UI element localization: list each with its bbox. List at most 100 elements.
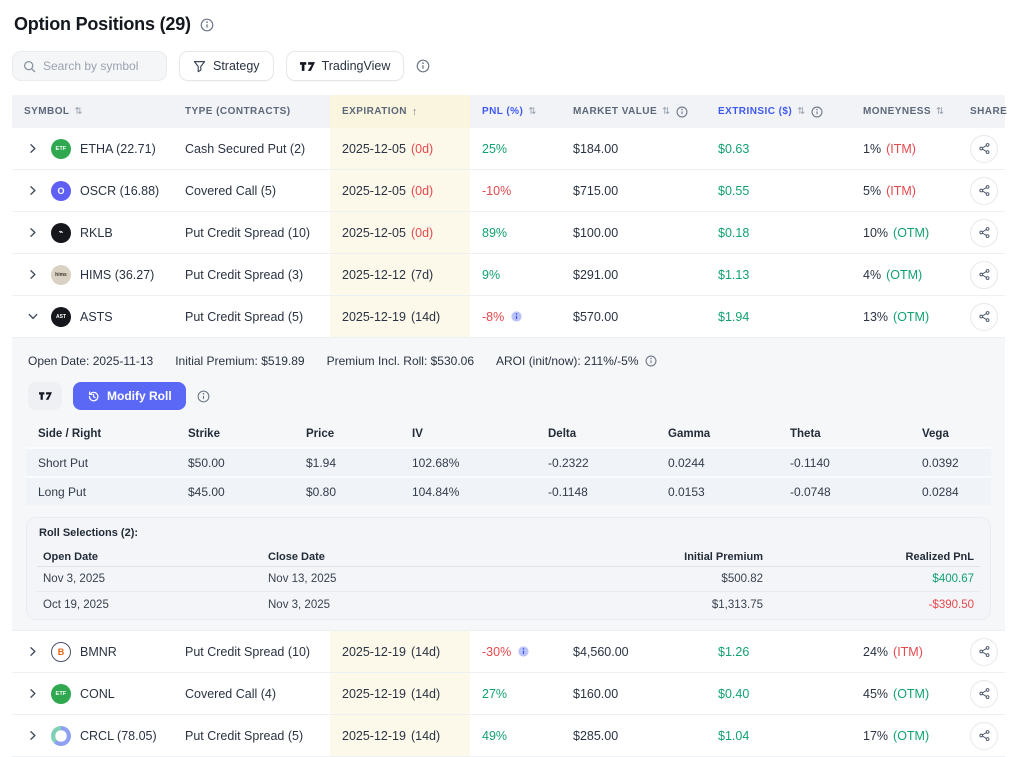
share-button[interactable] (970, 680, 998, 708)
etha-logo-icon: ETF (51, 139, 71, 159)
sort-icon[interactable]: ⇅ (528, 106, 536, 117)
header-pnl[interactable]: PNL (%) ⇅ (470, 95, 561, 128)
sort-icon[interactable]: ⇅ (662, 106, 670, 117)
search-input[interactable] (43, 59, 153, 73)
extrinsic-value: $1.04 (718, 729, 749, 743)
sort-icon[interactable]: ⇅ (797, 106, 805, 117)
strategy-type-label: Put Credit Spread (5) (185, 310, 303, 324)
moneyness-percent: 24% (863, 645, 888, 659)
expand-chevron-icon[interactable] (24, 643, 42, 661)
modify-roll-label: Modify Roll (107, 389, 172, 403)
moneyness-percent: 4% (863, 268, 881, 282)
market-value-info-icon[interactable] (676, 106, 688, 118)
expand-chevron-icon[interactable] (24, 308, 42, 326)
expiration-date: 2025-12-05 (342, 226, 406, 240)
legs-header-label: Price (306, 428, 412, 440)
moneyness-tag: (OTM) (893, 687, 929, 701)
legs-header-label: Strike (188, 428, 306, 440)
roll-cell-close: Nov 13, 2025 (268, 573, 508, 585)
leg-cell: $0.80 (306, 485, 412, 499)
aroi-info-icon[interactable] (645, 355, 657, 367)
share-nodes-icon (978, 226, 991, 239)
leg-cell: 0.0153 (668, 485, 790, 499)
legs-header-label: Theta (790, 428, 922, 440)
tradingview-button-label: TradingView (322, 59, 391, 73)
share-button[interactable] (970, 261, 998, 289)
pnl-info-icon[interactable] (511, 311, 522, 322)
share-nodes-icon (978, 184, 991, 197)
position-summary-row: Open Date: 2025-11-13 Initial Premium: $… (26, 348, 991, 372)
page-title-info-icon[interactable] (200, 18, 214, 32)
sort-icon[interactable]: ⇅ (74, 106, 82, 117)
header-moneyness[interactable]: MONEYNESS ⇅ (851, 95, 958, 128)
extrinsic-value: $0.55 (718, 184, 749, 198)
header-market-value[interactable]: MARKET VALUE ⇅ (561, 95, 706, 128)
position-row-etha[interactable]: ETF ETHA (22.71) Cash Secured Put (2) 20… (12, 128, 1005, 170)
oscr-logo-icon: O (51, 181, 71, 201)
expiration-date: 2025-12-05 (342, 142, 406, 156)
position-row-asts[interactable]: AST ASTS Put Credit Spread (5) 2025-12-1… (12, 296, 1005, 338)
toolbar: Strategy TradingView (12, 51, 1005, 81)
legs-header-label: Side / Right (38, 428, 188, 440)
legs-header-label: Gamma (668, 428, 790, 440)
symbol-search (12, 51, 167, 81)
pnl-value: 49% (482, 729, 507, 743)
tradingview-button[interactable]: TradingView (286, 51, 405, 81)
roll-cell-initial-premium: $1,313.75 (508, 599, 763, 611)
share-button[interactable] (970, 135, 998, 163)
extrinsic-info-icon[interactable] (811, 106, 823, 118)
crcl-logo-icon (51, 726, 71, 746)
position-row-hims[interactable]: hims HIMS (36.27) Put Credit Spread (3) … (12, 254, 1005, 296)
moneyness-tag: (ITM) (886, 142, 916, 156)
modify-roll-info-icon[interactable] (197, 390, 210, 403)
pnl-info-icon[interactable] (518, 646, 529, 657)
symbol-label: BMNR (80, 645, 117, 659)
share-button[interactable] (970, 177, 998, 205)
position-row-bmnr[interactable]: B BMNR Put Credit Spread (10) 2025-12-19… (12, 631, 1005, 673)
market-value: $100.00 (573, 226, 618, 240)
expand-chevron-icon[interactable] (24, 182, 42, 200)
extrinsic-value: $1.94 (718, 310, 749, 324)
expand-chevron-icon[interactable] (24, 266, 42, 284)
position-row-conl[interactable]: ETF CONL Covered Call (4) 2025-12-19 (14… (12, 673, 1005, 715)
strategy-type-label: Put Credit Spread (10) (185, 226, 310, 240)
pnl-value: -10% (482, 184, 511, 198)
sort-icon[interactable]: ⇅ (936, 106, 944, 117)
header-symbol[interactable]: SYMBOL ⇅ (12, 95, 173, 128)
tradingview-chart-button[interactable] (28, 382, 62, 410)
strategy-type-label: Covered Call (5) (185, 184, 276, 198)
header-extrinsic[interactable]: EXTRINSIC ($) ⇅ (706, 95, 851, 128)
days-to-expiration: (0d) (411, 184, 433, 198)
expiration-date: 2025-12-19 (342, 310, 406, 324)
expand-chevron-icon[interactable] (24, 685, 42, 703)
share-button[interactable] (970, 219, 998, 247)
positions-table: SYMBOL ⇅ TYPE (CONTRACTS) EXPIRATION ↑ P… (12, 95, 1005, 757)
roll-cell-open: Nov 3, 2025 (43, 573, 268, 585)
modify-roll-button[interactable]: Modify Roll (73, 382, 186, 410)
days-to-expiration: (7d) (411, 268, 433, 282)
leg-cell: Long Put (38, 485, 188, 499)
expand-chevron-icon[interactable] (24, 224, 42, 242)
share-button[interactable] (970, 638, 998, 666)
share-button[interactable] (970, 303, 998, 331)
position-row-rklb[interactable]: ⌁ RKLB Put Credit Spread (10) 2025-12-05… (12, 212, 1005, 254)
leg-cell: $45.00 (188, 485, 306, 499)
roll-selections-card: Roll Selections (2): Open DateClose Date… (26, 517, 991, 620)
tradingview-info-icon[interactable] (416, 59, 430, 73)
moneyness-percent: 5% (863, 184, 881, 198)
share-button[interactable] (970, 722, 998, 750)
search-icon (23, 60, 36, 73)
position-row-oscr[interactable]: O OSCR (16.88) Covered Call (5) 2025-12-… (12, 170, 1005, 212)
expand-chevron-icon[interactable] (24, 727, 42, 745)
sort-ascending-icon[interactable]: ↑ (412, 106, 418, 118)
position-row-crcl[interactable]: CRCL (78.05) Put Credit Spread (5) 2025-… (12, 715, 1005, 757)
expand-chevron-icon[interactable] (24, 140, 42, 158)
header-expiration[interactable]: EXPIRATION ↑ (330, 95, 470, 128)
roll-selection-row: Oct 19, 2025Nov 3, 2025$1,313.75-$390.50 (37, 592, 980, 617)
strategy-filter-button[interactable]: Strategy (179, 51, 274, 81)
header-extrinsic-label: EXTRINSIC ($) (718, 106, 792, 117)
symbol-label: ASTS (80, 310, 113, 324)
roll-header-label: Open Date (43, 551, 268, 563)
leg-cell: Short Put (38, 456, 188, 470)
pnl-value: 25% (482, 142, 507, 156)
